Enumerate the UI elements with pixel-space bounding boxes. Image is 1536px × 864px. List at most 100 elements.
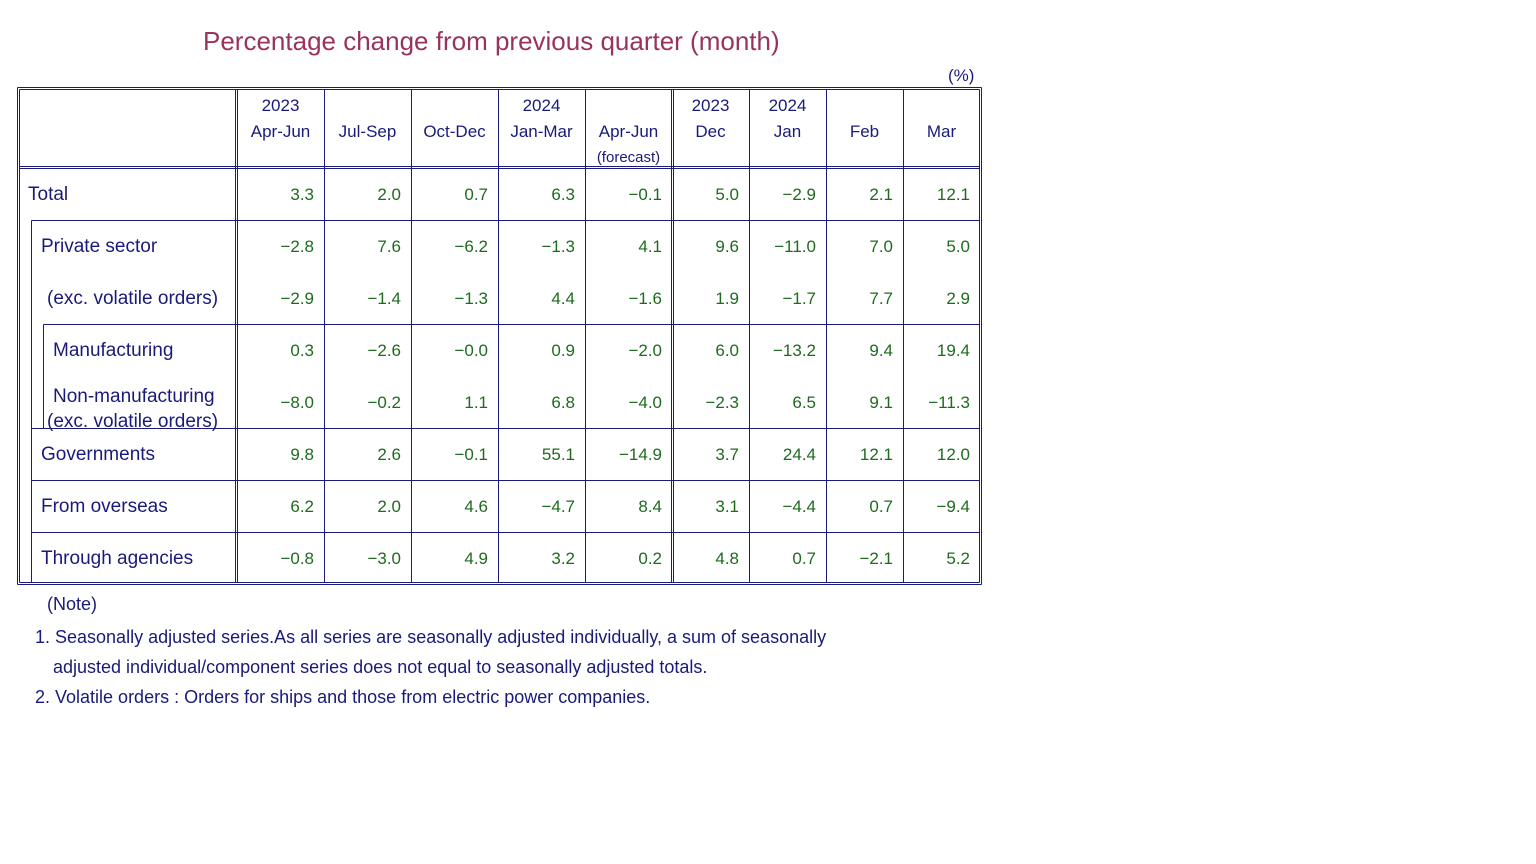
table-cell-value: 24.4 [782,445,816,464]
header-year: 2023 [261,96,300,115]
table-cell-value: 9.6 [715,237,739,256]
table-cell-value: 0.2 [638,549,662,568]
table-cell-value: 12.1 [859,445,893,464]
table-cell-value: 6.3 [551,185,575,204]
table-cell-value: −1.3 [454,289,488,308]
table-cell-value: 6.8 [551,393,575,412]
table-cell-value: −1.7 [782,289,816,308]
row-label-sub: (exc. volatile orders) [47,411,219,432]
table-cell-value: 8.4 [638,497,662,516]
table-cell-value: −14.9 [618,445,662,464]
note-2: 2. Volatile orders : Orders for ships an… [35,687,651,707]
table-cell-value: 5.2 [946,549,970,568]
table-cell-value: 7.7 [869,289,893,308]
table-cell-value: 4.8 [715,549,739,568]
table-cell-value: −0.0 [454,341,488,360]
header-note: (forecast) [596,149,661,166]
header-period: Jan [773,122,802,141]
table-cell-value: 5.0 [715,185,739,204]
table-cell-value: 3.1 [715,497,739,516]
header-period: Jan-Mar [510,122,573,141]
table-cell-value: 3.7 [715,445,739,464]
table-cell-value: 2.0 [377,497,401,516]
table-cell-value: 0.3 [290,341,314,360]
note-1-line-2: adjusted individual/component series doe… [53,657,708,677]
table-cell-value: −0.2 [367,393,401,412]
header-period: Oct-Dec [423,122,486,141]
table-cell-value: −2.1 [859,549,893,568]
table-cell-value: 9.1 [869,393,893,412]
table-cell-value: 6.2 [290,497,314,516]
table-cell-value: 4.6 [464,497,488,516]
table-cell-value: 2.0 [377,185,401,204]
table-cell-value: 4.4 [551,289,575,308]
table-cell-value: 9.8 [290,445,314,464]
table-cell-value: −0.1 [454,445,488,464]
header-period: Mar [926,122,957,141]
table-cell-value: −4.0 [628,393,662,412]
header-year: 2023 [691,96,730,115]
table-cell-value: 1.9 [715,289,739,308]
header-period: Apr-Jun [250,122,311,141]
table-cell-value: 2.9 [946,289,970,308]
table-cell-value: −1.3 [541,237,575,256]
table-cell-value: −2.6 [367,341,401,360]
row-label: Through agencies [41,548,194,569]
table-cell-value: 0.7 [869,497,893,516]
page-title: Percentage change from previous quarter … [203,26,780,56]
table-cell-value: −4.7 [541,497,575,516]
table-cell-value: 0.9 [551,341,575,360]
row-label: Governments [41,444,156,465]
orders-table: 2023 Apr-Jun Jul-Sep Oct-Dec 2024 Jan-Mar Apr-… [17,87,982,585]
table-cell-value: −3.0 [367,549,401,568]
table-cell-value: −11.0 [774,237,816,256]
table-cell-value: 4.9 [464,549,488,568]
unit-label: (%) [948,66,975,85]
table-cell-value: 2.6 [377,445,401,464]
table-grid [17,87,982,585]
table-cell-value: 2.1 [869,185,893,204]
table-cell-value: −2.9 [782,185,816,204]
table-cell-value: 6.0 [715,341,739,360]
header-period: Apr-Jun [598,122,659,141]
note-heading: (Note) [47,594,98,614]
table-cell-value: −2.9 [280,289,314,308]
row-label: Manufacturing [53,340,174,361]
header-period: Dec [695,122,726,141]
note-1-line-1: 1. Seasonally adjusted series.As all ser… [35,627,827,647]
table-cell-value: 3.3 [290,185,314,204]
header-year: 2024 [768,96,807,115]
table-cell-value: 7.0 [869,237,893,256]
row-label: Non-manufacturing [53,386,215,407]
table-cell-value: 0.7 [792,549,816,568]
table-cell-value: 6.5 [792,393,816,412]
table-cell-value: 9.4 [869,341,893,360]
table-cell-value: −13.2 [772,341,816,360]
table-cell-value: −4.4 [782,497,816,516]
table-cell-value: 5.0 [946,237,970,256]
table-cell-value: 1.1 [464,393,488,412]
table-cell-value: −2.3 [705,393,739,412]
table-cell-value: 12.1 [936,185,970,204]
table-cell-value: −2.0 [628,341,662,360]
table-cell-value: −8.0 [280,393,314,412]
table-cell-value: −2.8 [280,237,314,256]
header-year: 2024 [522,96,561,115]
table-cell-value: 0.7 [464,185,488,204]
table-cell-value: −6.2 [454,237,488,256]
row-label: (exc. volatile orders) [47,288,219,309]
table-cell-value: −9.4 [936,497,970,516]
header-period: Feb [849,122,880,141]
table-cell-value: −11.3 [928,393,970,412]
table-cell-value: −1.4 [367,289,401,308]
header-period: Jul-Sep [338,122,397,141]
table-cell-value: −0.1 [628,185,662,204]
row-label: Total [28,184,69,205]
row-label: Private sector [41,236,158,257]
table-cell-value: 7.6 [377,237,401,256]
table-cell-value: 3.2 [551,549,575,568]
table-cell-value: 55.1 [541,445,575,464]
table-cell-value: 19.4 [936,341,970,360]
table-cell-value: 4.1 [638,237,662,256]
table-cell-value: 12.0 [936,445,970,464]
